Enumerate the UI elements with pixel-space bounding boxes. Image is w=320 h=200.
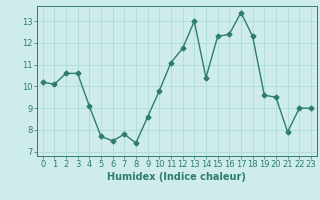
X-axis label: Humidex (Indice chaleur): Humidex (Indice chaleur) <box>108 172 246 182</box>
